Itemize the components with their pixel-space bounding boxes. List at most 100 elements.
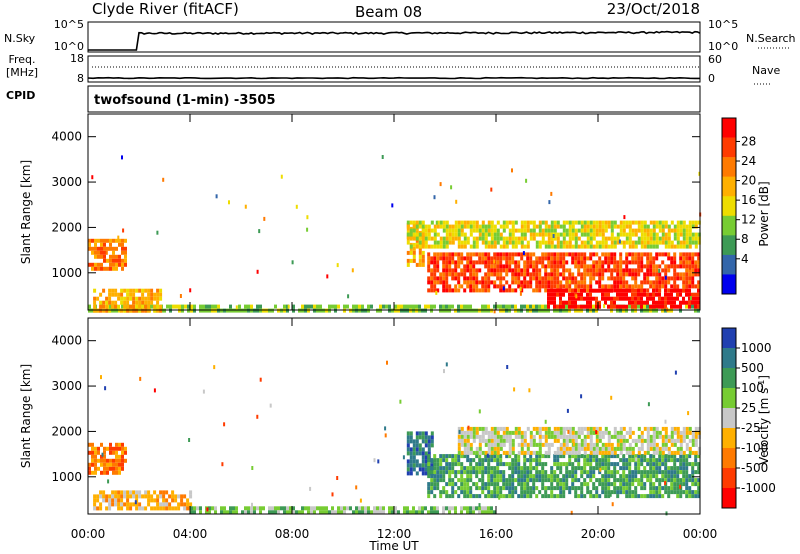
heatmap-cell	[169, 304, 172, 309]
heatmap-cell	[574, 434, 578, 439]
heatmap-cell	[448, 478, 452, 483]
heatmap-cell	[463, 236, 467, 241]
heatmap-cell	[649, 486, 653, 491]
heatmap-cell	[508, 478, 512, 483]
heatmap-cell-sparse	[435, 290, 438, 295]
heatmap-cell	[115, 258, 118, 263]
heatmap-cell	[502, 240, 506, 245]
heatmap-cell	[111, 300, 115, 305]
heatmap-cell	[676, 232, 680, 237]
heatmap-cell	[586, 232, 590, 237]
heatmap-cell	[418, 244, 422, 249]
heatmap-cell	[319, 304, 322, 309]
heatmap-cell	[580, 474, 584, 479]
heatmap-cell	[520, 256, 524, 261]
heatmap-cell	[94, 250, 97, 255]
heatmap-cell	[129, 288, 133, 293]
heatmap-cell	[141, 292, 145, 297]
heatmap-cell	[277, 510, 280, 515]
heatmap-cell	[565, 308, 568, 313]
heatmap-cell	[406, 250, 410, 255]
heatmap-cell	[91, 470, 94, 475]
heatmap-cell	[643, 466, 647, 471]
heatmap-cell	[129, 292, 133, 297]
heatmap-cell-sparse	[519, 287, 522, 292]
heatmap-cell	[625, 256, 629, 261]
heatmap-cell	[460, 430, 464, 435]
heatmap-cell	[682, 426, 686, 431]
heatmap-cell	[526, 256, 530, 261]
heatmap-cell	[466, 486, 470, 491]
heatmap-cell	[469, 304, 472, 309]
colorbar-segment	[722, 274, 736, 295]
heatmap-cell	[649, 292, 652, 297]
heatmap-cell	[571, 434, 575, 439]
heatmap-cell	[478, 446, 482, 451]
colorbar-segment	[722, 408, 736, 429]
heatmap-cell	[694, 272, 698, 277]
heatmap-cell	[676, 450, 680, 455]
heatmap-cell	[433, 252, 437, 257]
heatmap-cell	[388, 304, 391, 309]
heatmap-cell	[550, 490, 554, 495]
heatmap-cell	[481, 474, 485, 479]
heatmap-cell	[94, 462, 97, 467]
heatmap-cell	[562, 288, 565, 293]
heatmap-cell	[601, 264, 605, 269]
heatmap-cell	[550, 292, 553, 297]
heatmap-cell	[499, 490, 503, 495]
heatmap-cell	[153, 506, 157, 511]
heatmap-cell	[637, 252, 641, 257]
heatmap-cell	[649, 256, 653, 261]
heatmap-cell	[262, 308, 265, 313]
heatmap-cell	[589, 268, 593, 273]
heatmap-cell	[580, 494, 584, 499]
heatmap-cell	[682, 462, 686, 467]
heatmap-cell	[463, 308, 466, 313]
heatmap-cell	[466, 284, 470, 289]
heatmap-cell	[141, 506, 145, 511]
heatmap-cell	[544, 272, 548, 277]
heatmap-cell	[580, 438, 584, 443]
heatmap-cell	[535, 470, 539, 475]
heatmap-cell	[499, 474, 503, 479]
heatmap-cell-sparse	[502, 286, 505, 291]
heatmap-cell	[697, 256, 701, 261]
heatmap-cell	[664, 264, 668, 269]
heatmap-cell	[598, 438, 602, 443]
heatmap-cell	[120, 502, 124, 507]
heatmap-cell	[697, 288, 700, 293]
heatmap-cell	[586, 474, 590, 479]
heatmap-cell	[370, 304, 373, 309]
heatmap-cell	[586, 296, 589, 301]
heatmap-cell	[697, 296, 700, 301]
heatmap-cell	[451, 304, 454, 309]
heatmap-cell	[661, 280, 665, 285]
heatmap-cell	[688, 244, 692, 249]
heatmap-cell	[637, 220, 641, 225]
heatmap-cell	[538, 490, 542, 495]
heatmap-cell	[454, 284, 458, 289]
heatmap-cell	[493, 486, 497, 491]
heatmap-cell	[472, 482, 476, 487]
heatmap-cell	[565, 260, 569, 265]
heatmap-cell-sparse	[189, 288, 192, 293]
heatmap-cell	[682, 430, 686, 435]
heatmap-cell	[583, 256, 587, 261]
heatmap-cell	[241, 308, 244, 313]
heatmap-cell	[418, 467, 422, 472]
heatmap-cell	[499, 438, 503, 443]
heatmap-cell	[676, 284, 680, 289]
heatmap-cell	[589, 300, 592, 305]
heatmap-cell	[454, 264, 458, 269]
heatmap-cell-sparse	[206, 507, 209, 512]
heatmap-cell	[469, 232, 473, 237]
heatmap-cell	[523, 478, 527, 483]
heatmap-cell	[544, 486, 548, 491]
heatmap-cell	[694, 462, 698, 467]
heatmap-cell	[598, 284, 602, 289]
heatmap-cell	[499, 264, 503, 269]
heatmap-cell	[622, 490, 626, 495]
heatmap-cell	[517, 434, 521, 439]
heatmap-cell-sparse	[568, 279, 571, 284]
